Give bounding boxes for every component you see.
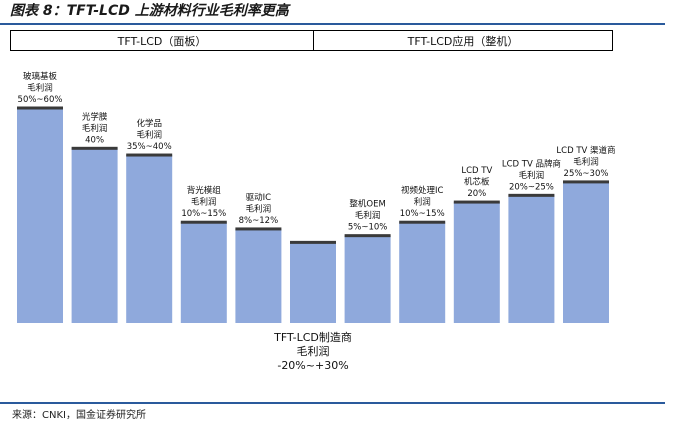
bar-label-11-line-3: 25%~30% [564,169,609,179]
bar-label-7-line-2: 毛利润 [355,210,381,221]
bar-top-cap-7 [344,234,391,238]
bar-label-8-line-1: 视频处理IC [401,185,444,196]
bar-label-2-line-2: 毛利润 [82,123,108,134]
header-panel-label: TFT-LCD（面板） [11,31,314,50]
bar-label-2-line-1: 光学膜 [82,111,108,122]
bar-top-cap-3 [126,153,173,157]
bar-top-cap-11 [563,180,609,184]
figure-title: 图表 8：TFT-LCD 上游材料行业毛利率更高 [10,3,289,19]
bar-label-10-line-2: 毛利润 [519,170,545,181]
bar-top-cap-2 [71,146,118,150]
bar-label-1-line-2: 毛利润 [27,83,53,94]
bar-label-9-line-1: LCD TV [461,166,492,176]
category-header: TFT-LCD（面板） TFT-LCD应用（整机） [10,30,613,51]
bar-label-3-line-1: 化学品 [136,118,162,129]
bar-label-11-line-1: LCD TV 渠道商 [556,145,615,156]
bar-5 [235,228,282,323]
bar-label-4-line-3: 10%~15% [181,209,226,219]
bar-label-4-line-1: 背光模组 [187,185,222,196]
bar-4 [180,222,227,323]
bar-label-1-line-3: 50%~60% [18,95,63,105]
bar-top-cap-8 [399,220,446,224]
bar-label-11-line-2: 毛利润 [573,156,599,167]
bar-label-1-line-1: 玻璃基板 [23,71,58,82]
bar-label-4-line-2: 毛利润 [191,197,217,208]
bar-label-9-line-3: 20% [467,189,486,199]
bar-top-cap-4 [180,220,227,224]
bar-10 [508,195,555,323]
bar-2 [71,148,118,323]
bar-label-3-line-2: 毛利润 [136,130,162,141]
source-note: 来源：CNKI，国金证券研究所 [12,410,146,421]
header-device-label: TFT-LCD应用（整机） [407,34,519,48]
bar-label-6-line-1: TFT-LCD制造商 [273,330,352,344]
bar-label-9-line-2: 机芯板 [464,177,490,188]
bar-top-cap-6 [290,240,336,244]
bar-top-cap-1 [17,106,63,110]
bar-top-cap-5 [235,227,282,231]
bar-11 [563,181,609,323]
bar-label-10-line-3: 20%~25% [509,182,554,192]
bar-label-8-line-3: 10%~15% [400,209,445,219]
bottom-rule [0,402,665,404]
bar-label-7-line-3: 5%~10% [348,223,388,233]
bar-top-cap-10 [508,193,555,197]
bar-label-10-line-1: LCD TV 品牌商 [502,158,561,169]
bar-label-6-line-3: -20%~+30% [277,359,348,372]
bar-label-5-line-3: 8%~12% [239,216,279,226]
bar-label-3-line-3: 35%~40% [127,142,172,152]
bar-9 [453,202,500,323]
bar-1 [17,108,63,323]
bar-label-5-line-1: 驱动IC [246,192,272,203]
bar-label-8-line-2: 利润 [414,197,431,208]
bar-6 [290,242,336,323]
top-rule [0,23,665,25]
bar-label-7-line-1: 整机OEM [349,199,385,210]
bar-top-cap-9 [453,200,500,204]
bar-3 [126,155,173,323]
bar-label-5-line-2: 毛利润 [246,203,272,214]
bar-7 [344,235,391,323]
bar-8 [399,222,446,323]
bar-label-2-line-3: 40% [85,135,104,145]
bar-label-6-line-2: 毛利润 [297,344,330,358]
